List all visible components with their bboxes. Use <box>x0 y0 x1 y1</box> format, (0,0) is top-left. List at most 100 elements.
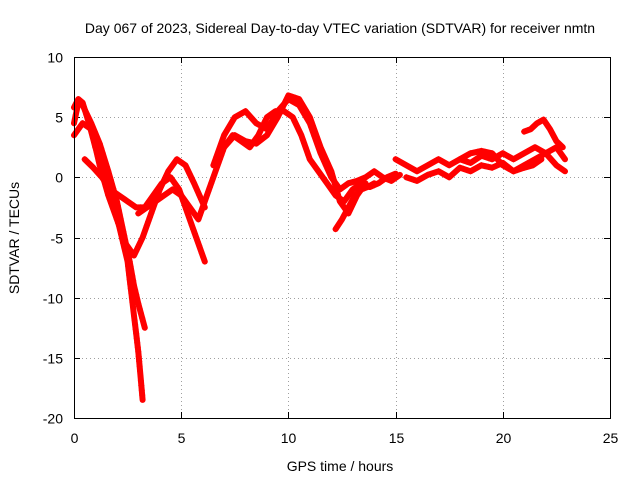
data-point <box>330 176 337 183</box>
data-point <box>292 94 299 101</box>
data-point <box>135 300 142 307</box>
data-point <box>133 248 140 254</box>
data-point <box>242 108 249 115</box>
data-point <box>125 244 132 251</box>
data-point <box>545 153 552 160</box>
x-tick-label: 0 <box>71 430 79 446</box>
data-point <box>231 132 238 139</box>
data-point <box>218 140 224 147</box>
data-point <box>195 216 202 223</box>
data-point <box>209 176 216 183</box>
data-point <box>384 176 390 183</box>
data-point <box>111 208 117 215</box>
data-point <box>221 144 228 151</box>
data-point <box>535 158 542 165</box>
data-point <box>298 99 305 106</box>
data-point <box>494 156 501 163</box>
data-point <box>247 114 254 121</box>
data-point <box>517 152 524 159</box>
data-point <box>550 159 557 166</box>
data-point <box>223 128 230 135</box>
data-point <box>108 200 115 207</box>
data-point <box>186 214 193 221</box>
data-point <box>260 124 267 131</box>
data-point <box>351 192 358 199</box>
data-point <box>210 162 217 169</box>
data-point <box>79 99 86 106</box>
data-point <box>524 127 531 134</box>
data-point <box>206 184 213 191</box>
data-point <box>191 180 198 187</box>
data-point <box>481 153 488 160</box>
data-point <box>194 238 201 245</box>
data-point <box>184 166 191 173</box>
data-point <box>506 154 513 161</box>
data-point <box>392 156 399 163</box>
data-point <box>153 188 160 195</box>
data-point <box>84 116 91 123</box>
data-point <box>534 120 541 127</box>
data-point <box>304 110 311 117</box>
data-point <box>464 158 471 165</box>
data-point <box>98 145 105 152</box>
data-point <box>223 141 230 148</box>
data-point <box>94 153 101 160</box>
data-point <box>272 117 279 124</box>
data-point <box>355 189 362 196</box>
data-point <box>314 135 321 142</box>
data-point <box>339 202 346 209</box>
data-point <box>142 226 149 233</box>
data-point <box>219 136 226 143</box>
data-point <box>456 156 463 163</box>
data-point <box>260 135 267 141</box>
data-point <box>292 100 299 107</box>
data-point <box>87 161 94 168</box>
data-point <box>261 118 268 125</box>
data-point <box>122 240 129 247</box>
data-point <box>421 164 428 171</box>
data-point <box>104 182 111 189</box>
data-point <box>199 204 206 211</box>
data-point <box>410 166 417 173</box>
data-point <box>510 156 517 163</box>
data-point <box>403 174 410 181</box>
data-point <box>471 157 478 164</box>
data-point <box>491 153 498 160</box>
data-point <box>229 117 236 124</box>
data-point <box>556 148 563 155</box>
data-point <box>326 184 333 191</box>
data-point <box>90 164 97 171</box>
data-point <box>96 140 103 147</box>
data-point <box>354 177 360 184</box>
data-point <box>178 192 185 199</box>
data-point <box>215 149 221 156</box>
data-point <box>489 164 496 171</box>
data-point <box>96 171 102 178</box>
data-point <box>105 192 112 199</box>
data-point <box>358 176 365 183</box>
data-point <box>285 92 292 99</box>
data-point <box>225 125 232 131</box>
data-point <box>196 212 203 219</box>
data-point <box>394 173 400 180</box>
data-point <box>127 285 134 292</box>
data-point <box>211 158 218 164</box>
y-tick-label: -5 <box>51 231 64 247</box>
data-point <box>332 226 339 233</box>
x-tick-label: 10 <box>281 430 297 446</box>
data-point <box>532 144 538 151</box>
data-point <box>435 156 442 163</box>
data-point <box>403 162 410 169</box>
data-point <box>294 123 300 130</box>
data-point <box>255 132 262 139</box>
y-tick-label: 10 <box>47 50 63 66</box>
data-point <box>318 172 325 179</box>
data-point <box>442 160 449 167</box>
data-point <box>276 109 283 116</box>
data-point <box>306 114 313 121</box>
data-point <box>182 162 189 169</box>
data-point <box>525 163 532 170</box>
data-point <box>131 252 137 259</box>
x-tick-label: 25 <box>603 430 619 446</box>
